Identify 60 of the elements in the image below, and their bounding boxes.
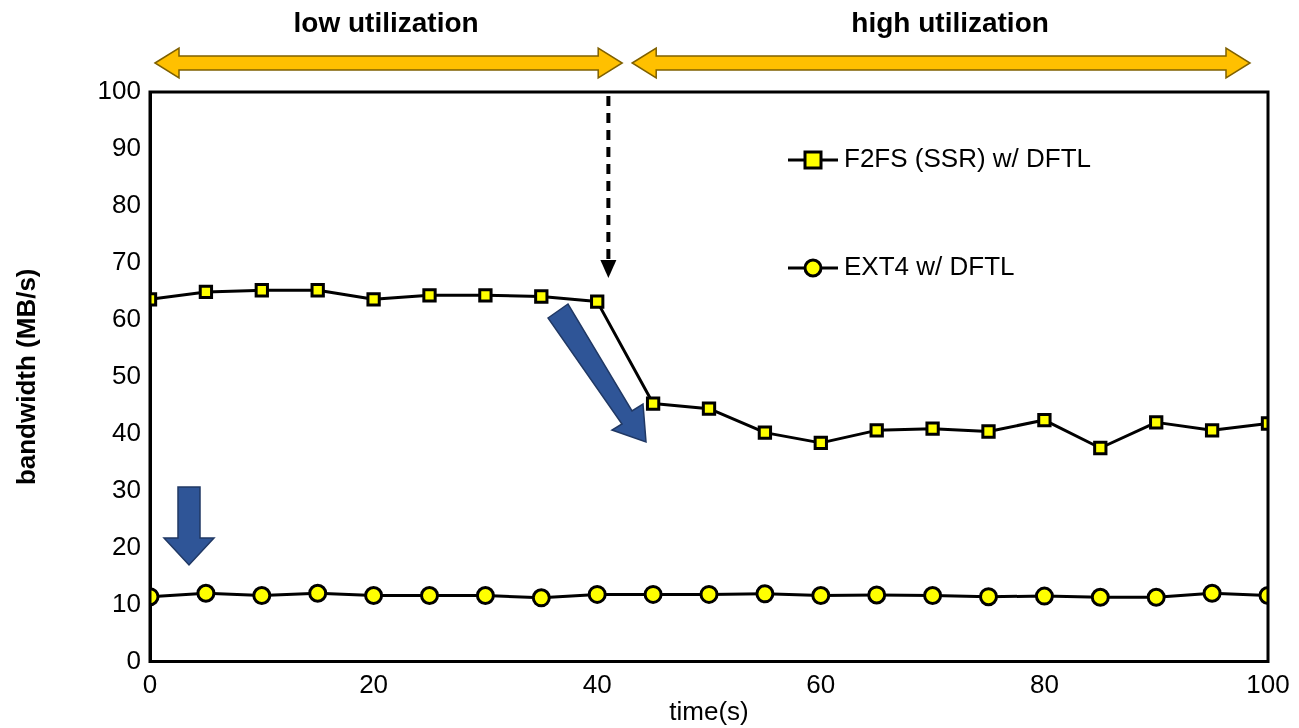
point: [196, 583, 216, 603]
point: [198, 284, 214, 300]
point: [478, 288, 493, 303]
point: [252, 586, 272, 606]
x-axis-title: time(s): [669, 695, 749, 726]
point: [1202, 583, 1222, 603]
point: [755, 584, 775, 604]
legend-label: F2FS (SSR) w/ DFTL: [844, 143, 1092, 174]
point: [534, 289, 549, 304]
point: [979, 587, 998, 607]
y-tick-label: 100: [97, 75, 141, 106]
point: [587, 584, 607, 604]
point: [422, 288, 437, 303]
point: [757, 425, 773, 440]
text: high utilization: [851, 6, 1049, 38]
x-tick-label: 60: [806, 669, 836, 700]
point: [1146, 587, 1166, 607]
y-tick-label: 10: [112, 587, 141, 618]
y-tick-label: 0: [126, 644, 141, 675]
point: [475, 586, 495, 606]
point: [1149, 415, 1164, 430]
x-tick-label: 20: [359, 669, 389, 700]
point: [867, 585, 887, 605]
y-tick-label: 40: [112, 416, 141, 447]
point: [254, 283, 269, 298]
point: [1204, 423, 1220, 438]
y-tick-label: 90: [112, 132, 141, 163]
point: [310, 283, 325, 298]
point: [1037, 412, 1052, 428]
point: [701, 401, 717, 416]
point: [643, 584, 663, 604]
point: [1090, 587, 1110, 607]
y-tick-label: 70: [112, 246, 141, 277]
point: [1093, 440, 1108, 456]
point: [1034, 586, 1054, 606]
y-axis-title: bandwidth (MB/s): [10, 268, 41, 486]
y-tick-label: 60: [112, 303, 141, 334]
point: [308, 583, 328, 603]
point: [531, 588, 551, 608]
point: [420, 586, 439, 606]
x-tick-label: 100: [1246, 669, 1290, 700]
point: [981, 424, 996, 439]
y-tick-label: 30: [112, 473, 141, 504]
y-tick-label: 50: [112, 359, 141, 390]
point: [813, 435, 828, 451]
x-tick-label: 40: [582, 669, 612, 700]
point: [645, 396, 661, 411]
point: [923, 586, 943, 606]
point: [925, 421, 940, 436]
point: [869, 423, 884, 438]
point: [366, 292, 381, 307]
y-tick-label: 80: [112, 189, 141, 220]
y-tick-label: 20: [112, 530, 141, 561]
point: [364, 586, 384, 606]
legend-label: EXT4 w/ DFTL: [844, 251, 1015, 282]
point: [699, 584, 719, 604]
text: low utilization: [293, 6, 479, 38]
point: [811, 586, 831, 606]
x-tick-label: 80: [1029, 669, 1059, 700]
point: [590, 294, 605, 309]
